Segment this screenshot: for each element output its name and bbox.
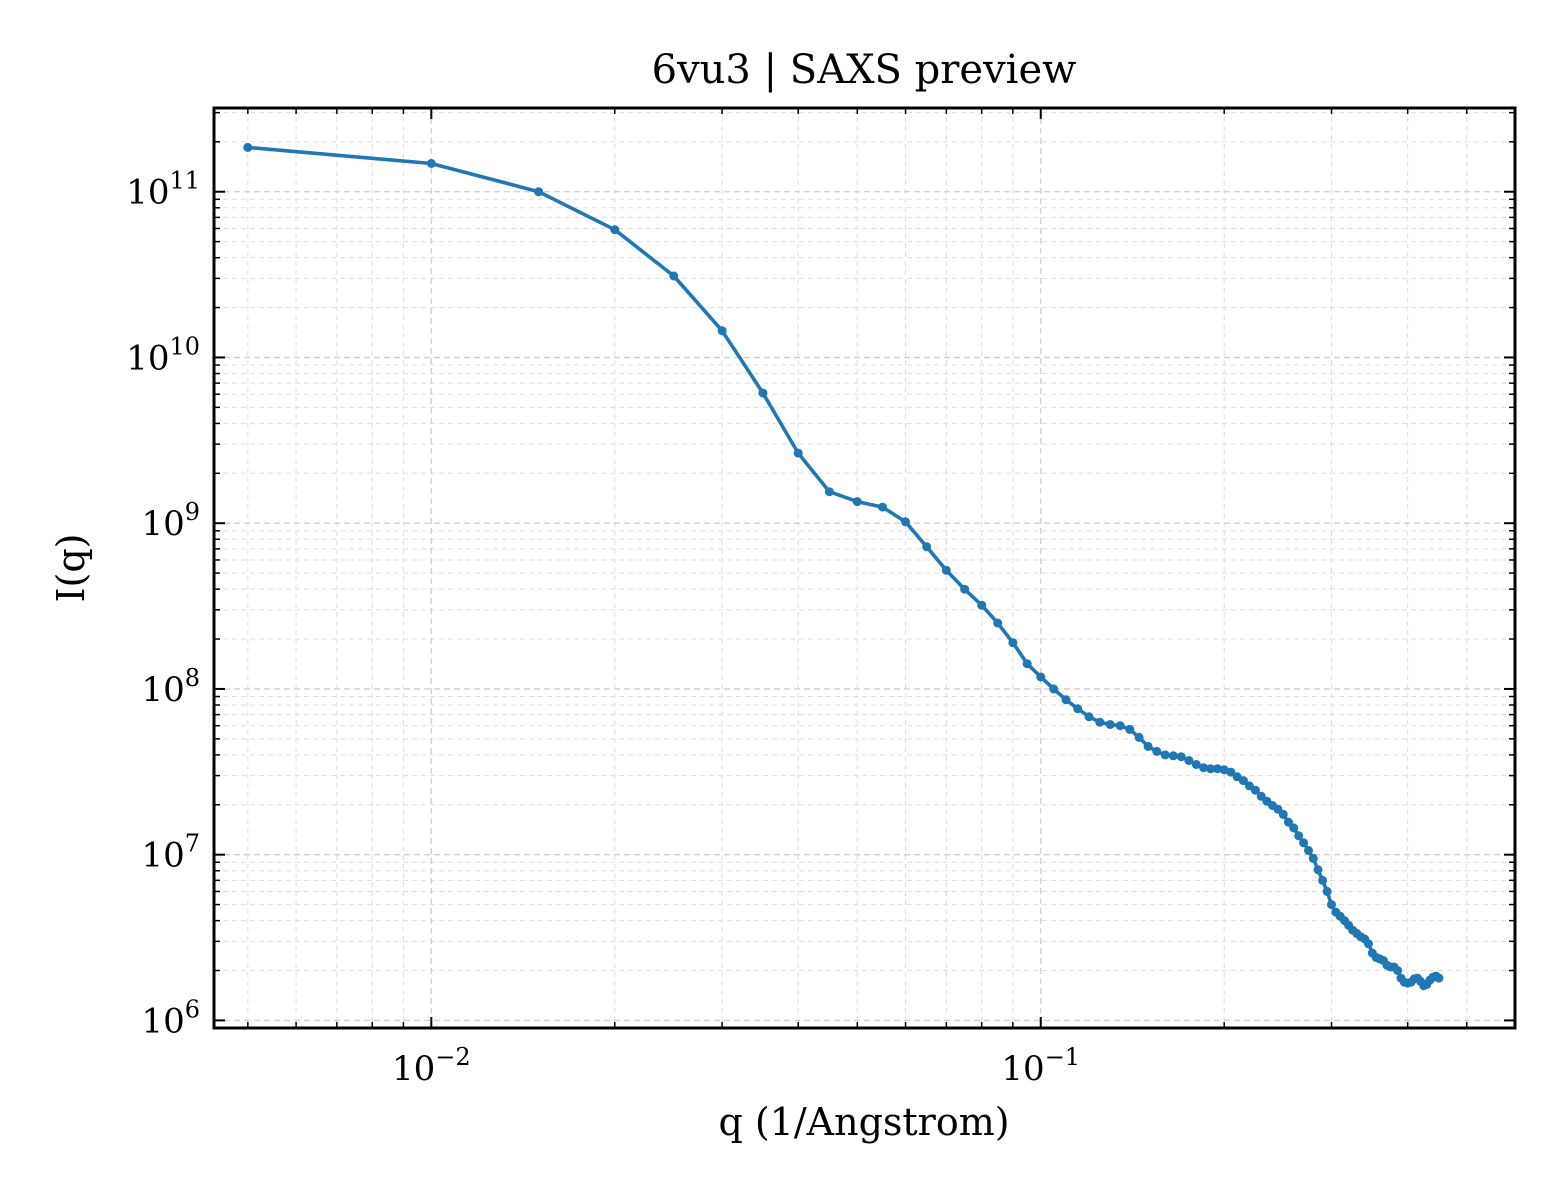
data-point [922, 542, 932, 552]
data-point [1115, 721, 1125, 731]
chart-title: 6vu3 | SAXS preview [652, 47, 1077, 93]
data-point [1125, 724, 1135, 734]
major-grid [214, 108, 1515, 1028]
data-point [1008, 638, 1018, 648]
data-point [1313, 865, 1323, 875]
data-point [960, 584, 970, 594]
data-point [1061, 695, 1071, 705]
data-point [1304, 846, 1313, 855]
data-point [426, 159, 436, 168]
y-tick-label: 106 [141, 995, 200, 1041]
y-tick-label: 1010 [126, 332, 200, 378]
data-point [1327, 900, 1336, 910]
data-point [1168, 751, 1178, 761]
data-point [977, 600, 987, 610]
x-tick-label: 10−1 [1001, 1043, 1080, 1089]
data-point [1095, 717, 1105, 727]
data-point [852, 497, 862, 507]
data-point [793, 448, 803, 458]
data-point [243, 142, 253, 152]
data-point [1278, 809, 1288, 819]
data-point [1036, 672, 1046, 682]
data-point [1084, 712, 1094, 722]
data-point [1250, 785, 1260, 795]
data-point [1226, 767, 1236, 777]
data-point [1199, 763, 1209, 773]
data-point [878, 502, 887, 512]
series-layer [243, 142, 1444, 991]
data-point [1393, 966, 1403, 975]
data-point [669, 271, 679, 281]
data-point [1289, 823, 1299, 833]
data-point [534, 187, 544, 197]
x-tick-label: 10−2 [392, 1043, 471, 1089]
data-point [1073, 704, 1083, 714]
data-point [1318, 875, 1328, 885]
data-point [1105, 720, 1115, 729]
y-tick-label: 107 [141, 830, 200, 876]
data-point [1434, 973, 1444, 983]
data-point [1160, 750, 1170, 760]
data-point [1284, 817, 1293, 827]
data-point [993, 618, 1003, 628]
data-point [1143, 741, 1153, 751]
data-point [1184, 756, 1194, 765]
data-point [758, 388, 768, 398]
data-point [1152, 746, 1162, 756]
data-point [901, 517, 910, 527]
data-point [1134, 732, 1144, 742]
plot-frame [212, 106, 1517, 1030]
y-axis-label: I(q) [49, 534, 93, 603]
data-point [941, 565, 951, 575]
data-point [1364, 939, 1373, 949]
x-axis-label: q (1/Angstrom) [718, 1100, 1009, 1144]
y-tick-label: 109 [141, 498, 200, 544]
data-point [1022, 659, 1032, 669]
data-point [1191, 760, 1201, 769]
tick-labels: 10−2 10−1 106 107 108 109 1010 1011 [126, 167, 1080, 1089]
data-point [717, 326, 727, 336]
data-point [1294, 831, 1304, 841]
data-point [1322, 886, 1332, 896]
y-tick-label: 108 [141, 664, 200, 710]
data-point [1176, 752, 1186, 762]
data-point [1299, 838, 1309, 848]
data-point [1206, 764, 1216, 774]
data-point [1049, 684, 1059, 694]
data-point [824, 487, 834, 497]
y-tick-label: 1011 [126, 167, 200, 213]
data-point [1308, 853, 1318, 863]
data-point [610, 225, 620, 235]
data-point [1213, 764, 1222, 774]
data-point [1238, 776, 1248, 786]
